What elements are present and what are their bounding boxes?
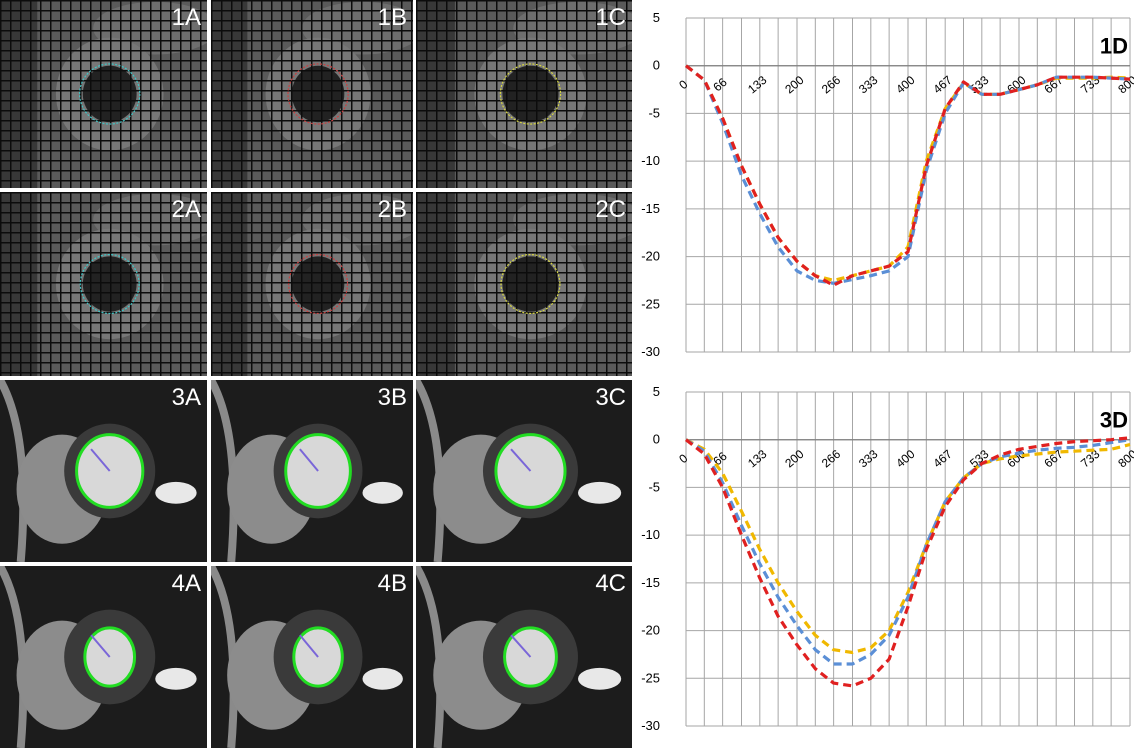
panel-label: 1A (171, 4, 201, 31)
x-tick-label: 133 (745, 73, 770, 97)
panel-label: 2B (377, 196, 407, 223)
mri-scan-image (211, 192, 413, 376)
panel-label: 2A (171, 196, 201, 223)
mri-panel-2c: 2C (416, 192, 632, 376)
mri-panel-4b: 4B (211, 566, 413, 748)
mri-panel-1c: 1C (416, 0, 632, 188)
y-tick-label: 5 (653, 10, 660, 25)
series-line-1 (685, 438, 1131, 655)
strain-chart-1d: 5 0 -5 -10 -15 -20 -25 -30 0 66 133 200 266 333 400 467… (641, 10, 1134, 359)
x-tick-label: 200 (782, 447, 807, 471)
y-tick-label: -15 (641, 575, 660, 590)
y-tick-label: -15 (641, 201, 660, 216)
mri-scan-image (416, 0, 632, 188)
mri-scan-image (0, 380, 207, 562)
x-tick-label: 333 (856, 447, 881, 471)
mri-image-grid: 1A 1B 1C 2A 2B 2C 3A 3B 3C 4A 4B 4C (0, 0, 632, 748)
panel-label: 4C (595, 570, 626, 597)
y-tick-label: -20 (641, 249, 660, 264)
y-tick-label: -20 (641, 623, 660, 638)
chart-panel-label: 1D (1100, 34, 1128, 59)
mri-panel-1b: 1B (211, 0, 413, 188)
panel-label: 4B (377, 570, 407, 597)
mri-panel-3a: 3A (0, 380, 207, 562)
mri-scan-image (0, 566, 207, 748)
mri-panel-1a: 1A (0, 0, 207, 188)
panel-label: 3C (595, 384, 626, 411)
panel-label: 3A (171, 384, 201, 411)
x-tick-label: 0 (676, 451, 690, 466)
y-tick-label: -30 (641, 344, 660, 359)
series-line-3 (685, 64, 1131, 287)
x-tick-label: 66 (710, 75, 729, 95)
x-tick-label: 333 (856, 73, 881, 97)
mri-panel-3c: 3C (416, 380, 632, 562)
series-line-2 (685, 64, 1131, 285)
x-tick-label: 200 (782, 73, 807, 97)
mri-panel-2a: 2A (0, 192, 207, 376)
x-tick-label: 400 (893, 73, 918, 97)
chart-panel-label: 3D (1100, 408, 1128, 433)
mri-panel-4a: 4A (0, 566, 207, 748)
x-tick-label: 266 (819, 447, 844, 471)
mri-panel-4c: 4C (416, 566, 632, 748)
mri-scan-image (0, 0, 207, 188)
y-tick-label: -30 (641, 718, 660, 733)
mri-scan-image (211, 0, 413, 188)
y-tick-label: 0 (653, 58, 660, 73)
x-tick-label: 467 (930, 73, 955, 97)
y-tick-label: -10 (641, 527, 660, 542)
mri-scan-image (211, 380, 413, 562)
panel-label: 2C (595, 196, 626, 223)
mri-scan-image (416, 192, 632, 376)
y-tick-label: -10 (641, 153, 660, 168)
x-tick-label: 266 (819, 73, 844, 97)
y-tick-label: -25 (641, 296, 660, 311)
strain-chart-3d: 50-5-10-15-20-25-300 66 133 200 266 333 400 467… (641, 384, 1134, 733)
mri-scan-image (416, 380, 632, 562)
y-tick-label: 0 (653, 432, 660, 447)
mri-scan-image (416, 566, 632, 748)
y-tick-label: 5 (653, 384, 660, 399)
x-tick-label: 467 (930, 447, 955, 471)
series-line-2 (685, 438, 1131, 666)
mri-panel-2b: 2B (211, 192, 413, 376)
x-tick-label: 400 (893, 447, 918, 471)
y-tick-label: -5 (648, 105, 660, 120)
panel-label: 3B (377, 384, 407, 411)
mri-panel-3b: 3B (211, 380, 413, 562)
panel-label: 1C (595, 4, 626, 31)
x-tick-label: 133 (745, 447, 770, 471)
strain-charts: 5 0 -5 -10 -15 -20 -25 -30 0 66 133 200 266 333 400 467… (632, 0, 1134, 748)
series-line-3 (685, 436, 1131, 688)
x-tick-label: 0 (676, 77, 690, 92)
mri-scan-image (211, 566, 413, 748)
panel-label: 4A (171, 570, 201, 597)
y-tick-label: -5 (648, 479, 660, 494)
x-tick-label: 800 (1115, 447, 1134, 471)
mri-scan-image (0, 192, 207, 376)
y-tick-label: -25 (641, 670, 660, 685)
panel-label: 1B (377, 4, 407, 31)
